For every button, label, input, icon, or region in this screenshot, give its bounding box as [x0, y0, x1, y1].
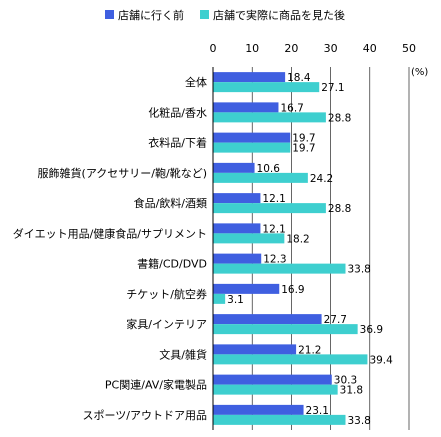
bar-before [213, 132, 291, 143]
data-label-after: 33.8 [347, 264, 370, 276]
bar-after [213, 324, 358, 335]
data-label-before: 12.3 [263, 254, 286, 266]
gridlines [251, 67, 410, 430]
unit-label: (%) [411, 67, 428, 78]
bar-after [213, 414, 346, 425]
tick-label: 40 [363, 42, 377, 55]
data-label-before: 12.1 [262, 193, 285, 205]
data-label-before: 10.6 [257, 163, 281, 175]
data-label-after: 33.8 [347, 415, 370, 427]
data-label-after: 18.2 [286, 233, 309, 245]
bar-before [213, 404, 304, 415]
data-label-after: 36.9 [360, 324, 383, 336]
data-label-before: 16.7 [280, 102, 303, 114]
bar-after [213, 354, 368, 365]
category-label: チケット/航空券 [126, 287, 207, 301]
bar-after [213, 142, 291, 153]
bar-before [213, 374, 332, 385]
category-label: ダイエット用品/健康食品/サプリメント [13, 226, 207, 240]
category-label: 全体 [185, 75, 207, 89]
bar-after [213, 172, 308, 183]
bar-after [213, 203, 326, 214]
data-label-after: 3.1 [227, 294, 244, 306]
data-label-before: 21.2 [298, 344, 321, 356]
category-label: 文具/雑貨 [159, 347, 207, 361]
category-label: 服飾雑貨(アクセサリー/鞄/靴など) [38, 166, 207, 180]
data-label-after: 31.8 [340, 385, 363, 397]
bar-before [213, 72, 286, 83]
bar-before [213, 193, 261, 204]
data-label-before: 19.7 [292, 133, 315, 145]
bar-after [213, 263, 346, 274]
category-label: PC関連/AV/家電製品 [105, 378, 207, 392]
category-label: 家具/インテリア [126, 317, 207, 331]
tick-label: 50 [402, 42, 416, 55]
data-label-before: 16.9 [281, 284, 304, 296]
category-label: 食品/飲料/酒類 [134, 196, 207, 210]
bar-before [213, 253, 262, 264]
category-label: 書籍/CD/DVD [137, 257, 207, 271]
data-label-before: 30.3 [334, 375, 357, 387]
bar-before [213, 314, 322, 325]
data-label-before: 12.1 [262, 223, 285, 235]
tick-label: 0 [210, 42, 217, 55]
data-label-after: 39.4 [369, 354, 393, 366]
tick-label: 20 [284, 42, 298, 55]
data-label-after: 19.7 [292, 143, 315, 155]
legend-label-before: 店舗に行く前 [118, 8, 184, 22]
tick-labels: 0 10 20 30 40 50 [210, 42, 417, 55]
data-labels: 18.4 27.1 16.7 28.8 19.719.7 10.6 24.2 12.1 28.8… [227, 72, 393, 427]
legend-swatch-after [200, 10, 209, 19]
data-label-before: 23.1 [306, 405, 329, 417]
legend-swatch-before [105, 10, 114, 19]
bar-after [213, 293, 226, 304]
data-label-before: 18.4 [287, 72, 311, 84]
data-label-after: 24.2 [310, 173, 333, 185]
bar-after [213, 384, 338, 395]
bar-before [213, 102, 279, 113]
category-label: 化粧品/香水 [148, 105, 207, 119]
data-label-after: 27.1 [321, 82, 344, 94]
bar-before [213, 344, 297, 355]
data-label-after: 28.8 [328, 203, 351, 215]
category-label: スポーツ/アウトドア用品 [83, 409, 208, 422]
data-label-before: 27.7 [324, 314, 347, 326]
bar-before [213, 223, 261, 234]
bar-before [213, 162, 255, 173]
bar-before [213, 283, 280, 294]
data-label-after: 28.8 [328, 112, 351, 124]
tick-label: 10 [245, 42, 259, 55]
tick-label: 30 [324, 42, 338, 55]
bars [213, 72, 368, 425]
bar-after [213, 82, 320, 93]
bar-after [213, 233, 285, 244]
legend: 店舗に行く前 店舗で実際に商品を見た後 [105, 8, 345, 22]
legend-label-after: 店舗で実際に商品を見た後 [213, 8, 345, 22]
category-label: 衣料品/下着 [148, 136, 207, 150]
bar-after [213, 112, 326, 123]
